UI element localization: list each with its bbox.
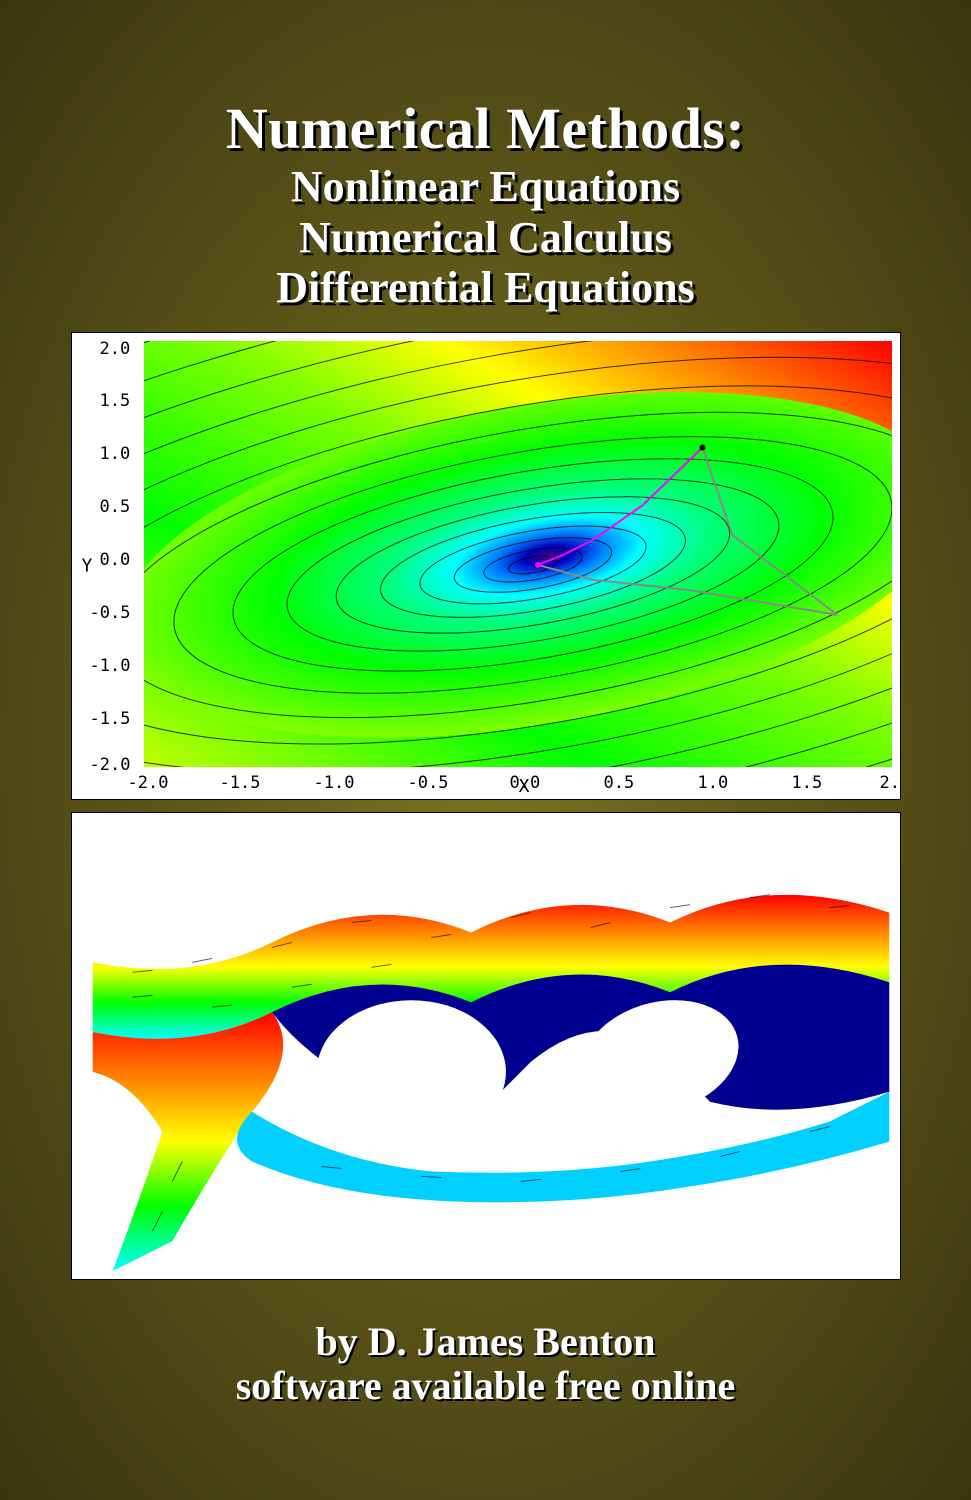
- ytick: 0.0: [100, 550, 131, 570]
- xtick: 2.: [880, 773, 900, 793]
- ytick: -0.5: [90, 603, 131, 623]
- ytick: -1.0: [90, 656, 131, 676]
- ytick: 1.5: [100, 391, 131, 411]
- xtick: -2.0: [128, 773, 169, 793]
- xtick: -1.5: [220, 773, 261, 793]
- ytick: 1.0: [100, 444, 131, 464]
- flow-plot: [71, 812, 901, 1280]
- subtitle-1: Nonlinear Equations: [0, 162, 971, 213]
- subtitle-2: Numerical Calculus: [0, 213, 971, 264]
- xtick: 1.0: [698, 773, 729, 793]
- xtick: 0.0: [510, 773, 541, 793]
- xtick: -0.5: [408, 773, 449, 793]
- flow-hole-1: [316, 1000, 505, 1143]
- author-byline: by D. James Benton: [0, 1320, 971, 1364]
- ytick: -2.0: [90, 755, 131, 775]
- ytick: 2.0: [100, 339, 131, 359]
- main-title: Numerical Methods:: [0, 95, 971, 162]
- xtick: 0.5: [604, 773, 635, 793]
- contour-plot: Y X 2.0 1.5 1.0 0.5 0.0 -0.5 -1.0 -1.5 -…: [71, 332, 901, 800]
- title-block: Numerical Methods: Nonlinear Equations N…: [0, 0, 971, 314]
- flow-svg: [72, 813, 900, 1279]
- y-axis-label: Y: [82, 555, 93, 576]
- xtick: -1.0: [314, 773, 355, 793]
- subtitle-3: Differential Equations: [0, 263, 971, 314]
- contour-svg: [144, 341, 892, 767]
- ytick: 0.5: [100, 497, 131, 517]
- contour-plot-area: [144, 341, 892, 767]
- ytick: -1.5: [90, 709, 131, 729]
- xtick: 1.5: [792, 773, 823, 793]
- author-software-note: software available free online: [0, 1364, 971, 1408]
- author-block: by D. James Benton software available fr…: [0, 1320, 971, 1408]
